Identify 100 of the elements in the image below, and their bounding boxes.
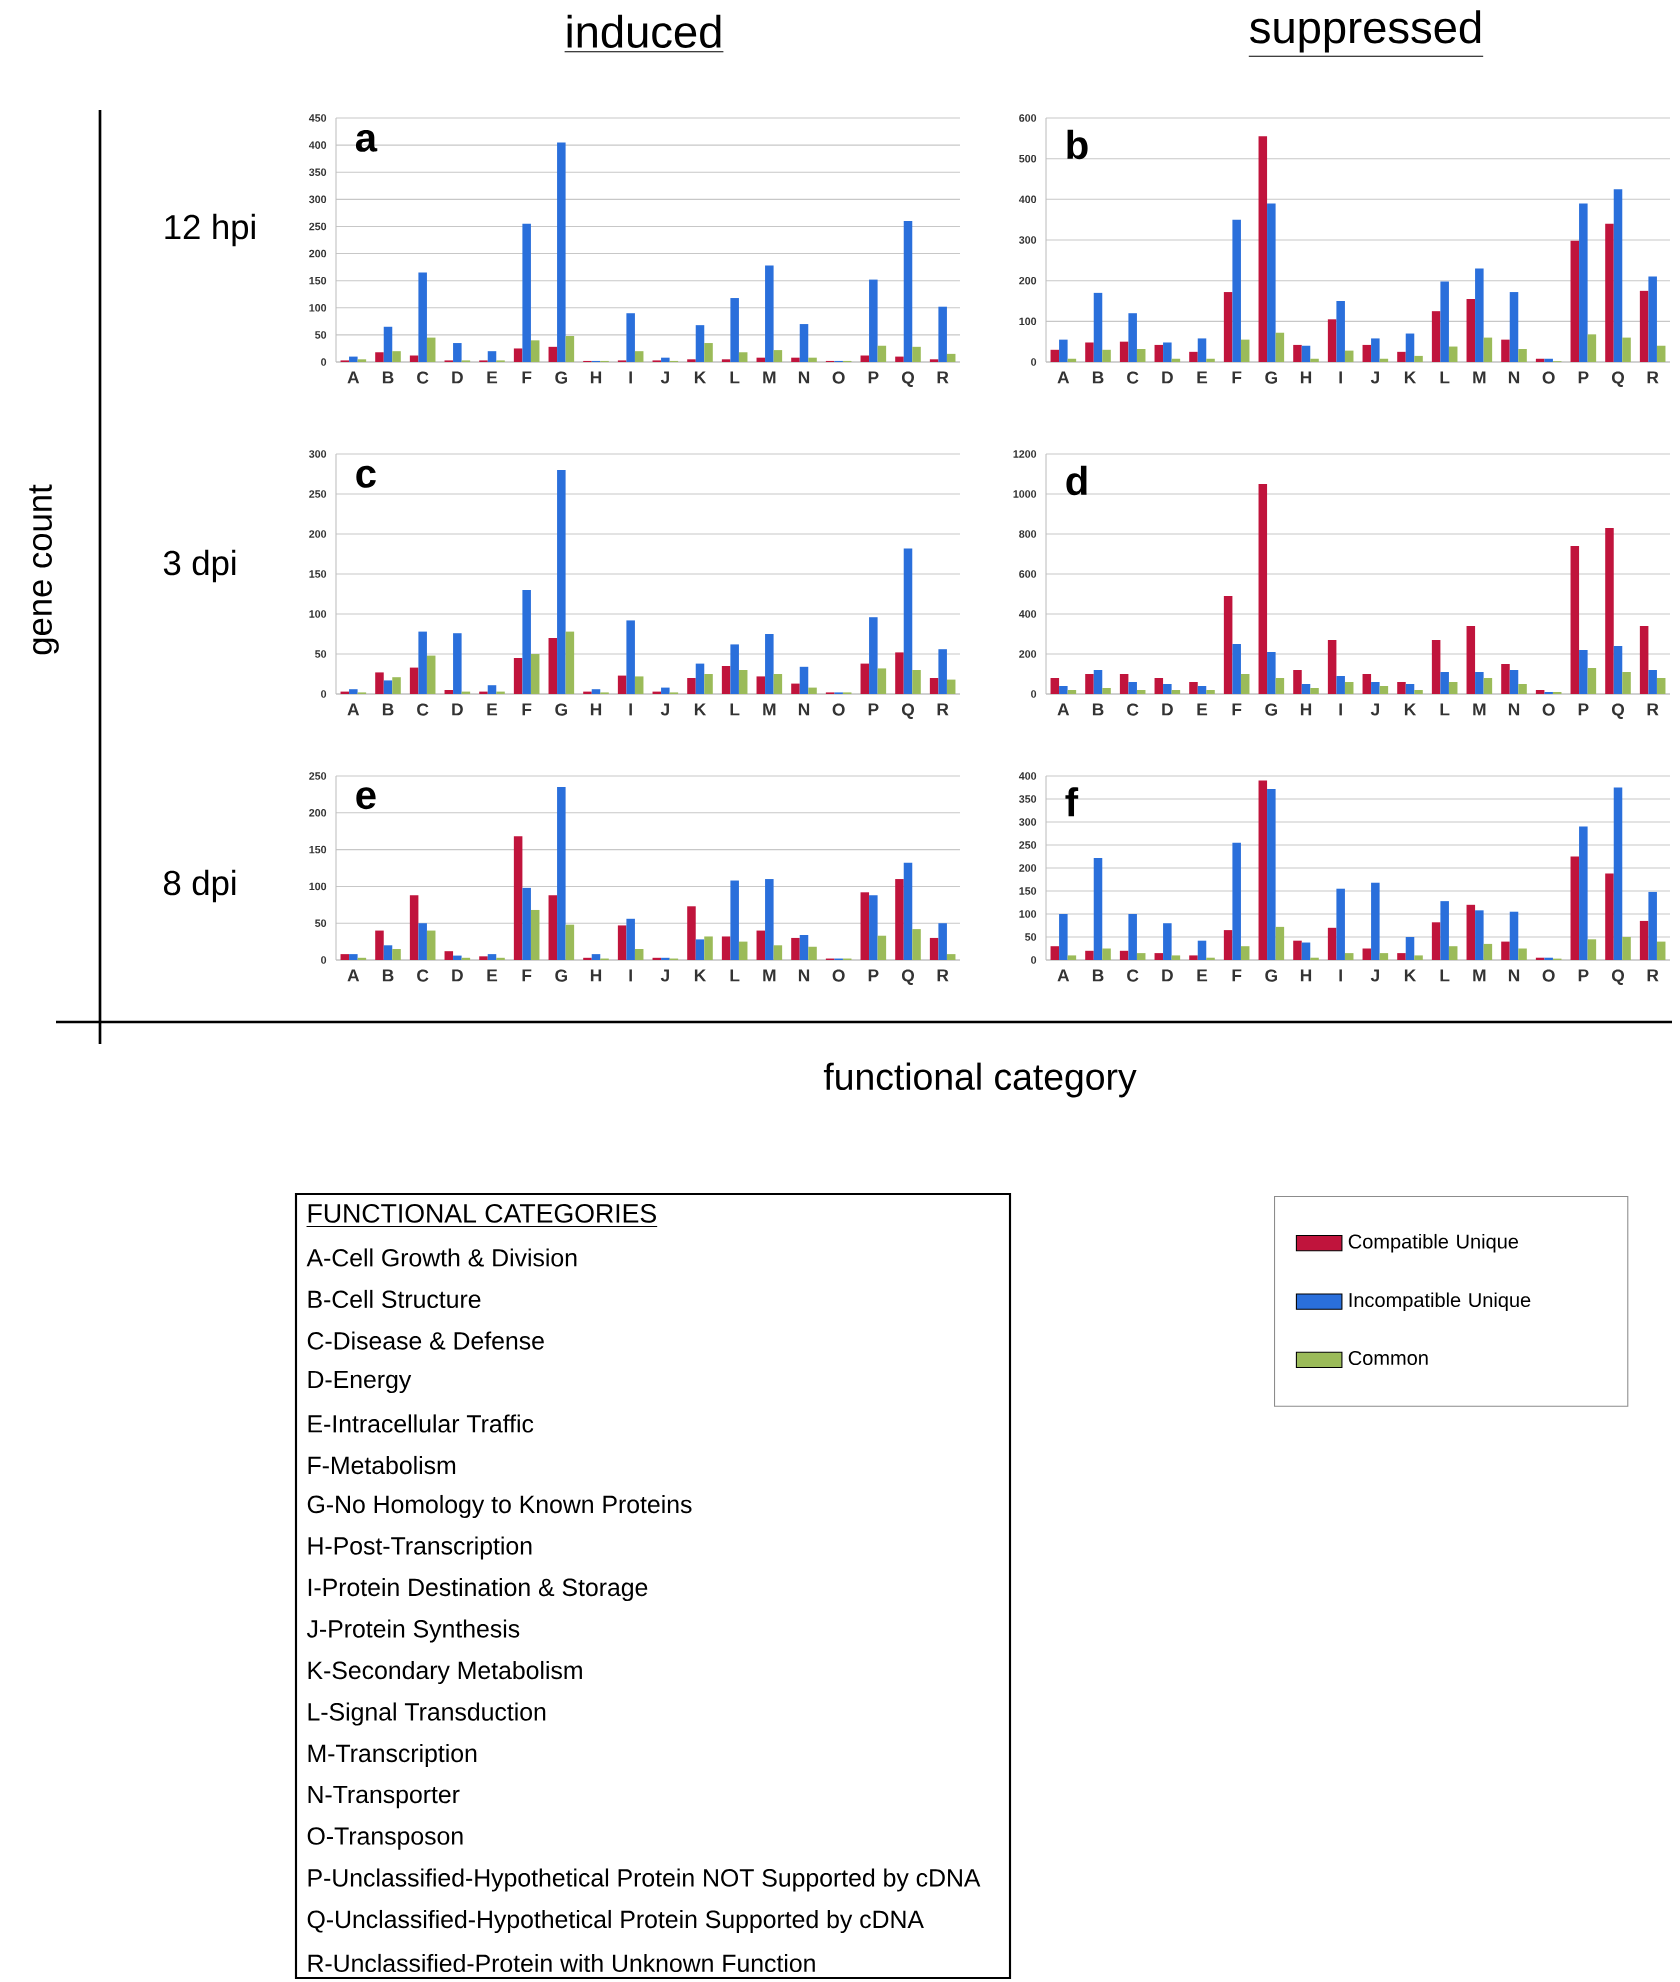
bar xyxy=(548,346,558,363)
x-tick-label: C xyxy=(1127,371,1139,384)
bar xyxy=(1622,937,1631,961)
bar xyxy=(392,948,401,961)
x-tick-label: F xyxy=(522,969,532,982)
x-tick-label: O xyxy=(1542,969,1555,982)
bar xyxy=(1267,203,1276,363)
bar xyxy=(557,787,566,961)
bar xyxy=(1379,953,1389,961)
x-tick-label: Q xyxy=(901,703,915,719)
bar xyxy=(808,946,817,961)
x-tick-label: H xyxy=(590,371,602,384)
bar xyxy=(1050,946,1060,961)
text: F-Metabolism xyxy=(308,1455,456,1475)
bar xyxy=(565,924,575,961)
bar xyxy=(1267,652,1276,695)
bar xyxy=(895,879,904,961)
x-tick-label: N xyxy=(1508,703,1520,716)
x-tick-label: O xyxy=(1542,371,1555,384)
bar xyxy=(522,223,531,363)
x-tick-label: E xyxy=(1197,969,1208,982)
bar xyxy=(1136,348,1146,363)
bar xyxy=(548,895,558,961)
bar xyxy=(1327,640,1337,695)
bar xyxy=(617,925,627,961)
bar xyxy=(738,670,748,695)
bar xyxy=(704,936,713,961)
bar xyxy=(1223,596,1233,695)
bar xyxy=(1240,674,1250,695)
annotation: d xyxy=(1066,465,1087,496)
x-tick-label: B xyxy=(1092,969,1104,982)
text: 12 hpi xyxy=(165,213,255,247)
x-tick-label: G xyxy=(1265,371,1277,384)
bar xyxy=(1397,351,1406,363)
bar xyxy=(1501,664,1510,695)
bar xyxy=(687,678,696,695)
bar xyxy=(1466,904,1476,961)
text: C-Disease & Defense xyxy=(307,1331,544,1350)
x-tick-label: G xyxy=(555,371,567,384)
bar xyxy=(1119,341,1129,363)
bar xyxy=(912,670,921,695)
annotation: c xyxy=(356,465,376,488)
bar xyxy=(765,634,774,695)
x-tick-label: J xyxy=(660,969,669,982)
bar xyxy=(1128,682,1137,695)
bar xyxy=(1518,348,1527,363)
bar xyxy=(1475,268,1484,363)
bar xyxy=(1518,684,1527,695)
bar xyxy=(426,655,436,695)
bar xyxy=(695,939,705,961)
bar xyxy=(1397,953,1406,961)
bar xyxy=(1466,298,1476,363)
x-tick-label: Q xyxy=(901,371,915,387)
bar xyxy=(1189,955,1198,961)
bar xyxy=(1483,678,1493,695)
bar xyxy=(383,945,393,961)
text: A-Cell Growth & Division xyxy=(306,1248,577,1267)
bar xyxy=(1587,668,1597,695)
chart-title: induced xyxy=(567,14,721,48)
x-tick-label: E xyxy=(487,969,498,982)
x-tick-label: Q xyxy=(901,969,915,985)
bar xyxy=(1258,484,1268,695)
bar xyxy=(1102,948,1111,961)
bar xyxy=(860,892,870,961)
bar xyxy=(1310,688,1319,695)
bar xyxy=(1327,927,1337,961)
x-tick-label: M xyxy=(1473,969,1486,982)
x-tick-label: J xyxy=(660,703,669,716)
bar xyxy=(946,353,956,363)
x-tick-label: K xyxy=(1404,969,1417,982)
bar xyxy=(791,357,800,363)
bar xyxy=(418,272,427,363)
bar xyxy=(1501,339,1510,363)
bar xyxy=(895,356,904,363)
bar xyxy=(1093,292,1103,363)
x-tick-label: H xyxy=(1300,703,1312,716)
chart-title: suppressed xyxy=(1250,10,1481,53)
x-tick-label: K xyxy=(694,969,707,982)
bar xyxy=(912,929,921,961)
bar xyxy=(557,470,566,695)
x-tick-label: O xyxy=(832,371,845,384)
bar xyxy=(730,880,739,961)
x-tick-label: H xyxy=(590,703,602,716)
bar xyxy=(1587,334,1597,363)
x-tick-label: G xyxy=(1265,703,1277,716)
x-tick-label: B xyxy=(382,371,394,384)
bar xyxy=(1336,676,1345,695)
bar xyxy=(1397,682,1406,695)
x-tick-label: A xyxy=(347,371,360,384)
bar xyxy=(626,313,635,363)
bar xyxy=(1414,955,1423,961)
bar xyxy=(1440,901,1449,961)
bar xyxy=(530,654,540,695)
bar xyxy=(1189,351,1198,363)
x-tick-label: E xyxy=(1197,371,1208,384)
bar xyxy=(799,324,809,363)
bar xyxy=(1085,950,1094,961)
bar xyxy=(1275,678,1285,695)
x-tick-label: B xyxy=(1092,703,1104,716)
x-tick-label: J xyxy=(660,371,669,384)
